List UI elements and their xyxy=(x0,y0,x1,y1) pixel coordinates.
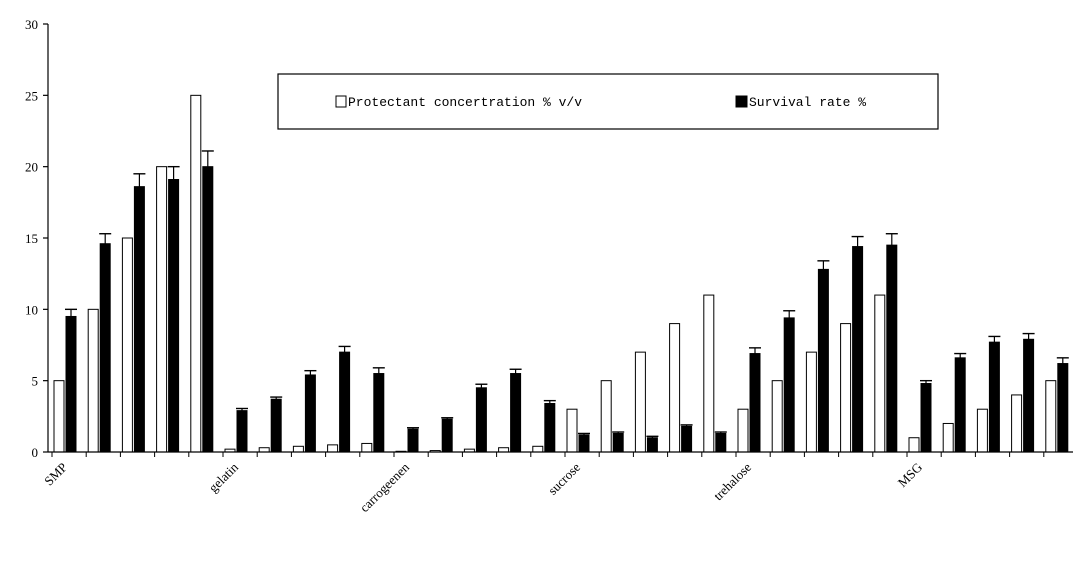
legend-swatch-concentration xyxy=(335,95,347,108)
bar-concentration xyxy=(156,166,168,453)
category-label: MSG xyxy=(895,460,926,491)
legend-label-concentration: Protectant concertration % v/v xyxy=(348,95,582,110)
bar-concentration xyxy=(53,380,65,453)
bar-concentration xyxy=(87,308,99,453)
bar-survival xyxy=(612,432,624,453)
bar-survival xyxy=(817,268,829,453)
bar-survival xyxy=(920,383,932,453)
bar-survival xyxy=(270,398,282,453)
bar-concentration xyxy=(1045,380,1057,453)
bar-survival xyxy=(510,373,522,453)
bar-concentration xyxy=(532,445,544,453)
bar-survival xyxy=(202,166,214,453)
bar-concentration xyxy=(566,408,578,453)
bar-survival xyxy=(65,315,77,453)
bar-survival xyxy=(783,317,795,453)
category-label: trehalose xyxy=(710,459,754,503)
bar-survival xyxy=(168,179,180,453)
bar-concentration xyxy=(942,422,954,453)
legend-box xyxy=(277,73,939,130)
bar-concentration xyxy=(498,447,510,453)
bar-concentration xyxy=(327,444,339,453)
y-tick-label: 10 xyxy=(25,302,38,317)
bar-concentration xyxy=(976,408,988,453)
bar-survival xyxy=(1023,338,1035,453)
y-tick-label: 0 xyxy=(32,445,39,460)
bar-concentration xyxy=(840,323,852,453)
bar-concentration xyxy=(600,380,612,453)
bar-concentration xyxy=(292,445,304,453)
bar-survival xyxy=(749,353,761,453)
bar-survival xyxy=(407,428,419,453)
bar-survival xyxy=(441,418,453,453)
bar-survival xyxy=(133,186,145,453)
y-tick-label: 15 xyxy=(25,231,38,246)
bar-survival xyxy=(988,341,1000,453)
bar-concentration xyxy=(634,351,646,453)
bar-survival xyxy=(578,434,590,453)
y-tick-label: 5 xyxy=(32,374,39,389)
bar-concentration xyxy=(874,294,886,453)
category-label: carrogeenen xyxy=(357,459,413,515)
bars-layer xyxy=(53,94,1069,453)
bar-concentration xyxy=(908,437,920,453)
bar-survival xyxy=(886,244,898,453)
bar-survival xyxy=(1057,363,1069,453)
y-tick-label: 25 xyxy=(25,88,38,103)
bar-survival xyxy=(475,387,487,453)
bar-survival xyxy=(339,351,351,453)
y-tick-label: 30 xyxy=(25,17,38,32)
bar-concentration xyxy=(190,94,202,453)
bar-survival xyxy=(373,373,385,453)
bar-concentration xyxy=(1011,394,1023,453)
bar-survival xyxy=(99,243,111,453)
bar-concentration xyxy=(771,380,783,453)
bar-survival xyxy=(681,425,693,453)
category-label: sucrose xyxy=(545,459,583,497)
bar-concentration xyxy=(258,447,270,453)
bar-concentration xyxy=(669,323,681,453)
bar-survival xyxy=(954,357,966,453)
bar-survival xyxy=(236,410,248,453)
category-label: SMP xyxy=(41,460,70,489)
legend: Protectant concertration % v/v Survival … xyxy=(277,73,939,130)
bar-concentration xyxy=(121,237,133,453)
y-tick-label: 20 xyxy=(25,160,38,175)
bar-survival xyxy=(715,432,727,453)
category-label: gelatin xyxy=(205,459,241,495)
bar-concentration xyxy=(361,442,373,453)
bar-concentration xyxy=(805,351,817,453)
legend-swatch-survival xyxy=(735,95,748,108)
bar-survival xyxy=(304,374,316,453)
bar-survival xyxy=(544,402,556,453)
bar-survival xyxy=(852,246,864,453)
bar-concentration xyxy=(703,294,715,453)
legend-label-survival: Survival rate % xyxy=(749,95,866,110)
bar-concentration xyxy=(737,408,749,453)
bar-survival xyxy=(646,437,658,453)
